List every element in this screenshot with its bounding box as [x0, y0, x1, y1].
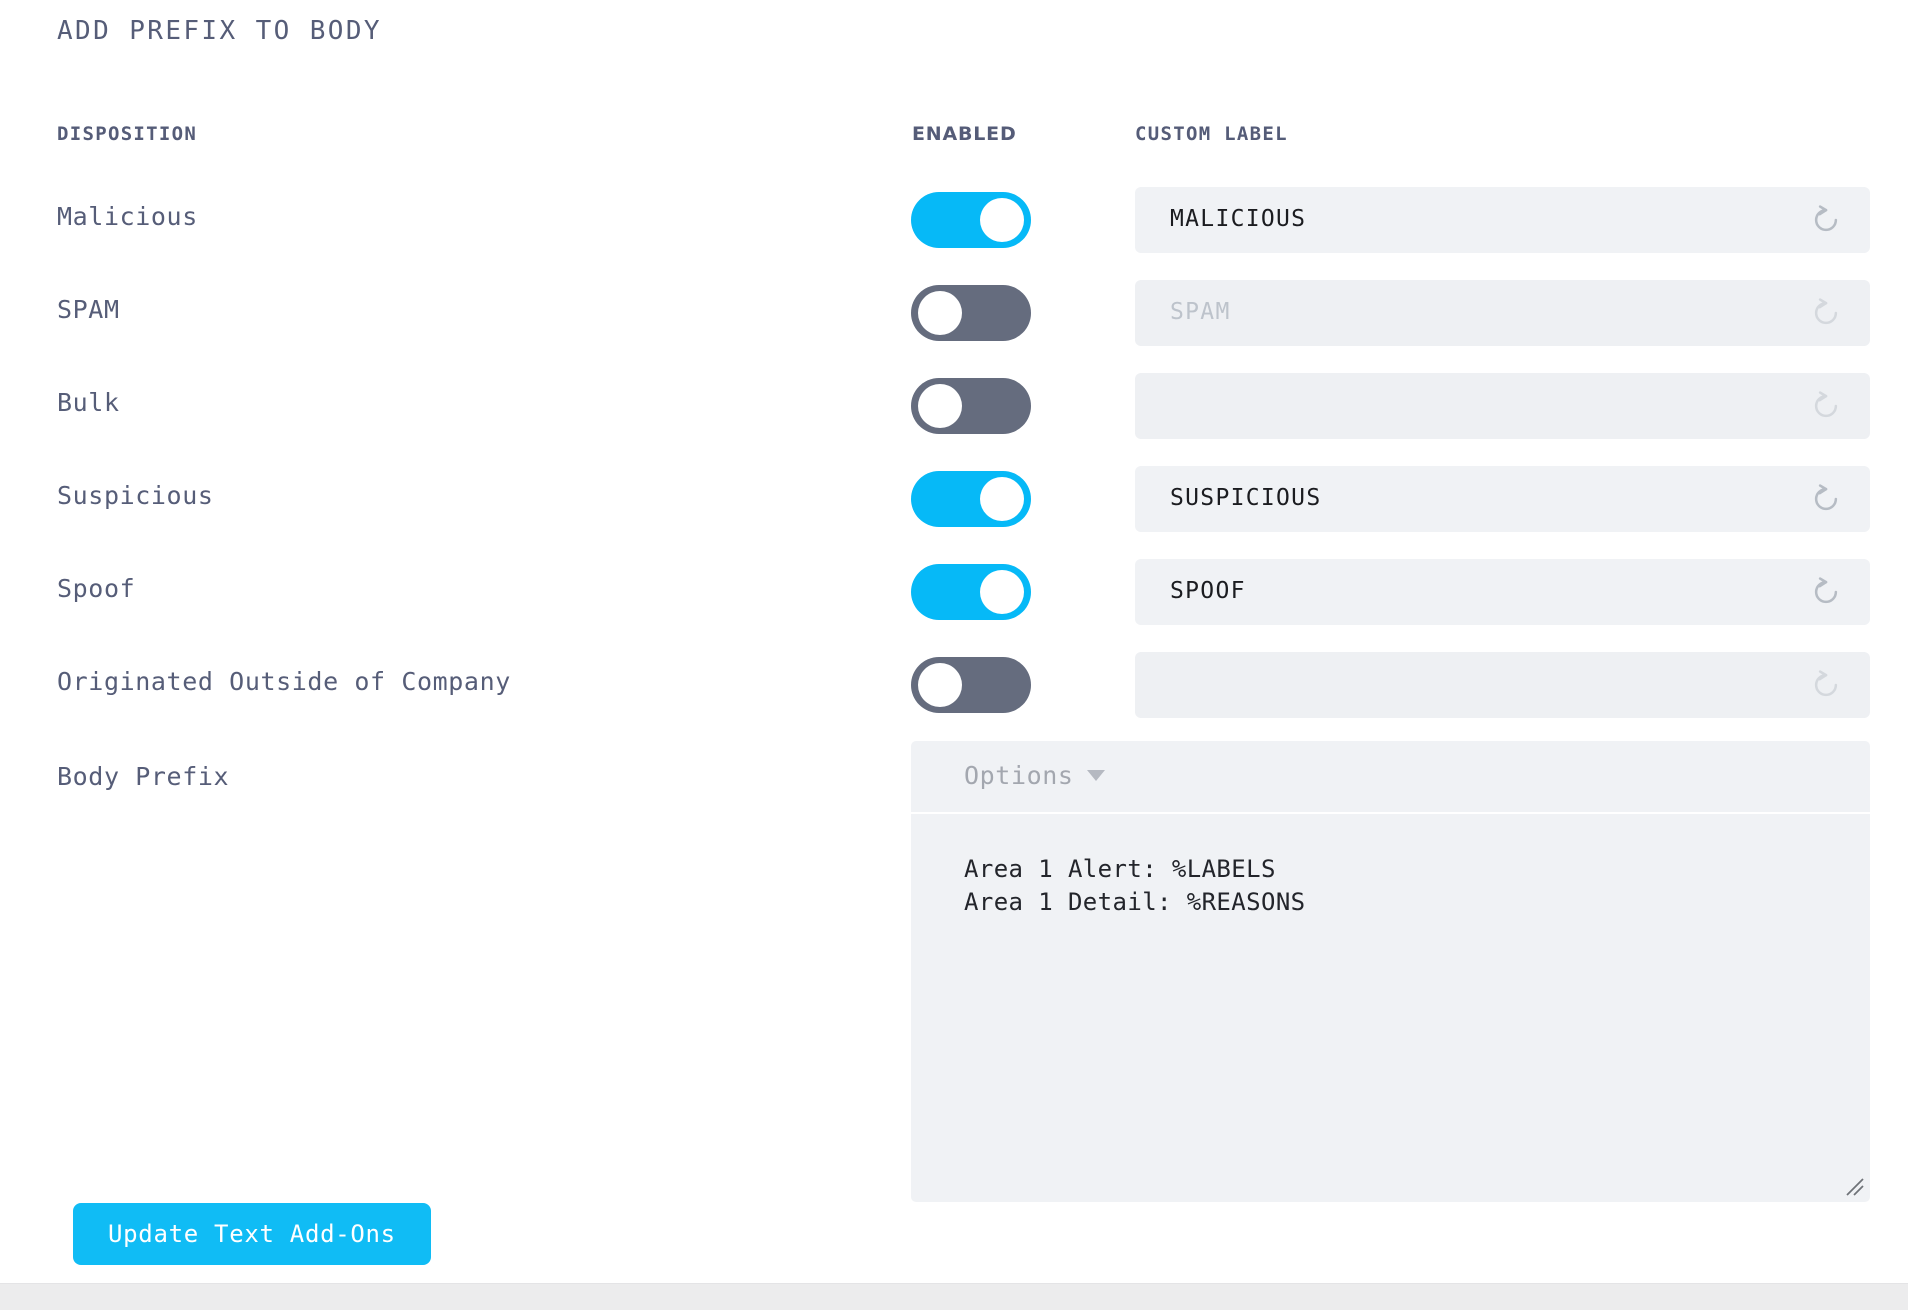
custom-label-value: SPOOF — [1170, 578, 1246, 604]
resize-grip-icon[interactable] — [1844, 1176, 1866, 1198]
enabled-toggle[interactable] — [911, 378, 1031, 434]
disposition-row: Suspicious SUSPICIOUS — [0, 459, 1908, 552]
options-dropdown[interactable]: Options — [964, 761, 1105, 790]
enabled-toggle[interactable] — [911, 657, 1031, 713]
toggle-knob — [918, 384, 962, 428]
reset-circular-arrow-icon[interactable] — [1810, 483, 1842, 515]
footer-band — [0, 1283, 1908, 1310]
disposition-row: Malicious MALICIOUS — [0, 180, 1908, 273]
options-dropdown-label: Options — [964, 761, 1074, 790]
toggle-knob — [918, 291, 962, 335]
custom-label-field[interactable]: SPOOF — [1135, 559, 1870, 625]
disposition-rows: Malicious MALICIOUS SPAM SPAM Bulk Suspicious… — [0, 180, 1908, 738]
column-header-disposition: DISPOSITION — [57, 123, 198, 145]
reset-circular-arrow-icon[interactable] — [1810, 297, 1842, 329]
disposition-name: Originated Outside of Company — [57, 667, 511, 696]
enabled-toggle[interactable] — [911, 192, 1031, 248]
body-prefix-label: Body Prefix — [57, 762, 230, 791]
enabled-toggle[interactable] — [911, 285, 1031, 341]
disposition-row: Originated Outside of Company — [0, 645, 1908, 738]
column-header-custom-label: CUSTOM LABEL — [1135, 123, 1288, 145]
toggle-knob — [980, 477, 1024, 521]
body-prefix-textarea[interactable] — [911, 812, 1870, 919]
update-text-addons-button[interactable]: Update Text Add-Ons — [73, 1203, 431, 1265]
custom-label-field[interactable]: SUSPICIOUS — [1135, 466, 1870, 532]
toggle-knob — [918, 663, 962, 707]
toggle-knob — [980, 570, 1024, 614]
custom-label-field[interactable]: MALICIOUS — [1135, 187, 1870, 253]
disposition-name: SPAM — [57, 295, 120, 324]
custom-label-value: SPAM — [1170, 299, 1231, 325]
reset-circular-arrow-icon[interactable] — [1810, 390, 1842, 422]
custom-label-value: SUSPICIOUS — [1170, 485, 1322, 511]
disposition-name: Suspicious — [57, 481, 214, 510]
custom-label-field[interactable]: SPAM — [1135, 280, 1870, 346]
editor-toolbar: Options — [911, 741, 1870, 814]
body-prefix-editor: Options — [911, 741, 1870, 1202]
disposition-row: SPAM SPAM — [0, 273, 1908, 366]
disposition-name: Bulk — [57, 388, 120, 417]
reset-circular-arrow-icon[interactable] — [1810, 576, 1842, 608]
enabled-toggle[interactable] — [911, 471, 1031, 527]
disposition-row: Spoof SPOOF — [0, 552, 1908, 645]
toggle-knob — [980, 198, 1024, 242]
custom-label-field[interactable] — [1135, 652, 1870, 718]
chevron-down-icon — [1086, 770, 1105, 781]
disposition-name: Malicious — [57, 202, 198, 231]
custom-label-field[interactable] — [1135, 373, 1870, 439]
reset-circular-arrow-icon[interactable] — [1810, 669, 1842, 701]
disposition-row: Bulk — [0, 366, 1908, 459]
custom-label-value: MALICIOUS — [1170, 206, 1307, 232]
disposition-name: Spoof — [57, 574, 136, 603]
enabled-toggle[interactable] — [911, 564, 1031, 620]
section-title: ADD PREFIX TO BODY — [57, 16, 382, 46]
reset-circular-arrow-icon[interactable] — [1810, 204, 1842, 236]
column-header-enabled: ENABLED — [912, 123, 1017, 145]
